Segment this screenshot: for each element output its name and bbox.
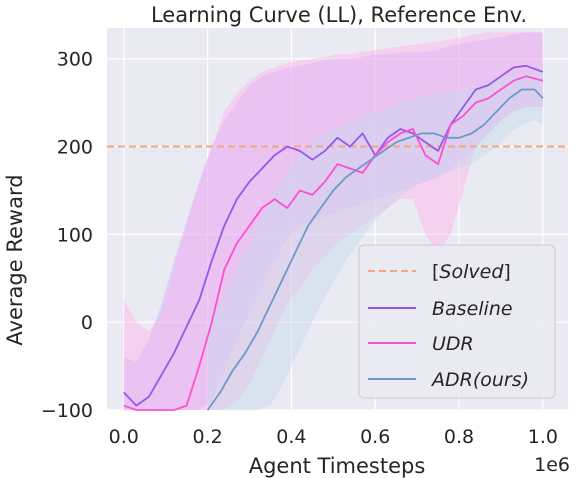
x-tick-labels: 0.0 0.2 0.4 0.6 0.8 1.0 — [109, 426, 558, 448]
confidence-band-udr — [123, 32, 543, 411]
confidence-band-adr — [207, 71, 543, 411]
y-tick-label: 200 — [57, 137, 93, 159]
series-line-adr — [206, 88, 544, 411]
legend-label-adr-suffix: (ours) — [473, 369, 529, 391]
x-tick-label: 0.8 — [444, 426, 474, 448]
x-axis-label: Agent Timesteps — [249, 454, 426, 478]
legend-label-adr-name: ADR — [430, 369, 473, 391]
y-tick-label: 300 — [57, 49, 93, 71]
y-tick-label: −100 — [41, 400, 93, 422]
x-tick-label: 0.2 — [192, 426, 222, 448]
legend-label-udr: UDR — [432, 333, 474, 355]
grid — [107, 28, 568, 411]
y-axis-label: Average Reward — [3, 174, 27, 345]
x-tick-label: 0.0 — [109, 426, 139, 448]
legend-label-solved-name: Solved — [439, 261, 504, 283]
y-tick-label: 0 — [81, 312, 93, 334]
x-tick-label: 1.0 — [528, 426, 558, 448]
confidence-bands — [123, 32, 543, 411]
legend-box — [358, 244, 556, 399]
legend-label-solved: [Solved] — [432, 261, 511, 283]
x-tick-label: 0.6 — [360, 426, 390, 448]
x-tick-label: 0.4 — [276, 426, 306, 448]
legend-label-baseline: Baseline — [432, 298, 513, 320]
y-tick-label: 100 — [57, 224, 93, 246]
legend-label-adr: ADR(ours) — [430, 369, 529, 391]
chart-title: Learning Curve (LL), Reference Env. — [151, 3, 527, 27]
series-lines — [123, 64, 544, 411]
y-tick-labels: −100 0 100 200 300 — [41, 49, 93, 422]
series-line-baseline — [123, 64, 544, 407]
confidence-band-baseline — [123, 32, 543, 411]
legend: [Solved] Baseline UDR ADR(ours) — [358, 244, 556, 399]
series-line-udr — [123, 75, 544, 411]
x-axis-offset-label: 1e6 — [534, 454, 570, 476]
